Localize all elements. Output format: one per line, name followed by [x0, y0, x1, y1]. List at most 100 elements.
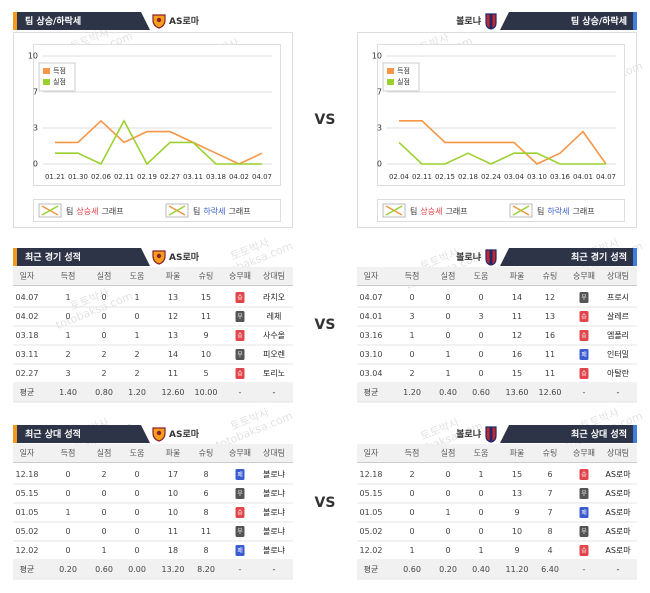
- table-cell: 볼로냐: [263, 545, 286, 555]
- trend-word: 상승세: [76, 206, 98, 216]
- header-band: [500, 12, 637, 30]
- table-cell: 0: [65, 312, 70, 321]
- trend-icon-line: [385, 205, 403, 216]
- table-head-bg: [13, 267, 293, 285]
- table-cell: 05.15: [16, 489, 39, 498]
- table-cell: 03.18: [16, 331, 39, 340]
- table-cell: 1: [65, 331, 70, 340]
- table-cell: AS로마: [605, 470, 631, 479]
- series-line: [399, 120, 607, 165]
- header-band: [13, 425, 150, 443]
- result-text: 승: [237, 371, 243, 378]
- table-cell: 16: [545, 331, 555, 340]
- header-band: [13, 248, 150, 266]
- result-text: 패: [237, 547, 243, 555]
- average-row-bg: [357, 383, 637, 402]
- result-text: 무: [237, 491, 243, 498]
- header-title: 최근 경기 성적: [25, 251, 81, 263]
- legend-label: 실점: [53, 77, 66, 86]
- table-cell: 인터밀: [607, 349, 629, 359]
- y-tick-label: 0: [33, 160, 38, 169]
- table-cell: 0: [101, 508, 106, 517]
- x-tick-label: 02.18: [458, 173, 478, 181]
- x-tick-label: 04.07: [596, 173, 616, 181]
- table-cell: 16: [512, 350, 522, 359]
- table-cell: 1: [101, 546, 106, 555]
- table-cell: 15: [201, 293, 211, 302]
- x-tick-label: 03.16: [550, 173, 571, 181]
- table-cell: 평균: [20, 387, 35, 397]
- legend-swatch: [43, 68, 50, 74]
- table-cell: 9: [203, 331, 208, 340]
- table-cell: 03.11: [16, 350, 39, 359]
- x-tick-label: 02.27: [160, 173, 180, 181]
- legend-box: [38, 62, 76, 92]
- result-text: 무: [237, 529, 243, 536]
- result-text: 패: [237, 471, 243, 479]
- x-tick-label: 04.07: [252, 173, 272, 181]
- result-badge: [579, 292, 589, 303]
- table-cell: 0: [478, 369, 483, 378]
- trend-legend-label: 팀 상승세 그래프: [410, 206, 468, 216]
- trend-prefix: 팀: [410, 206, 417, 216]
- table-cell: 0: [445, 546, 450, 555]
- table-cell: 6: [547, 470, 552, 479]
- header-accent: [633, 425, 637, 443]
- x-tick-label: 02.15: [435, 173, 455, 181]
- table-cell: 11: [201, 527, 211, 536]
- header-accent: [13, 425, 17, 443]
- table-cell: 01.05: [16, 508, 39, 517]
- header-accent: [13, 248, 17, 266]
- table-cell: 0: [65, 489, 70, 498]
- table-cell: 볼로냐: [263, 469, 286, 479]
- table-cell: -: [583, 565, 586, 574]
- legend-swatch: [387, 79, 394, 85]
- table-cell: 1: [134, 293, 139, 302]
- y-tick-label: 3: [377, 124, 382, 133]
- table-cell: 13.20: [162, 565, 185, 574]
- table-cell: 0: [65, 527, 70, 536]
- column-header: 실점: [97, 448, 112, 458]
- table-cell: 1.20: [403, 388, 421, 397]
- table-cell: 0: [134, 508, 139, 517]
- column-header: 일자: [20, 449, 35, 458]
- series-line: [55, 119, 262, 166]
- table-cell: 0.60: [95, 565, 113, 574]
- table-cell: 03.10: [360, 350, 383, 359]
- trend-suffix: 그래프: [228, 207, 250, 216]
- trend-icon-line: [168, 205, 186, 216]
- column-header: 슈팅: [543, 271, 558, 281]
- table-cell: 8: [203, 546, 208, 555]
- column-header: 실점: [97, 271, 112, 281]
- table-cell: 0: [134, 489, 139, 498]
- table-cell: 11: [201, 312, 211, 321]
- table-cell: 11: [545, 369, 555, 378]
- table-cell: 1: [478, 546, 483, 555]
- table-cell: 1: [409, 546, 414, 555]
- x-tick-label: 02.06: [91, 173, 112, 181]
- trend-suffix: 그래프: [445, 207, 467, 216]
- table-cell: 0: [478, 350, 483, 359]
- result-badge: [579, 349, 589, 360]
- team-logo-mark: [489, 427, 493, 441]
- result-badge: [235, 330, 245, 341]
- table-cell: 0: [478, 331, 483, 340]
- table-cell: 0: [445, 312, 450, 321]
- trend-prefix: 팀: [537, 206, 544, 216]
- result-text: 무: [581, 529, 587, 536]
- legend-label: 실점: [397, 77, 410, 86]
- table-cell: 0.20: [59, 565, 77, 574]
- table-cell: 1: [445, 350, 450, 359]
- table-cell: -: [617, 565, 620, 574]
- column-header: 파울: [166, 449, 181, 458]
- table-cell: 12.02: [16, 546, 39, 555]
- table-cell: 0: [65, 546, 70, 555]
- table-cell: 2: [134, 350, 139, 359]
- table-cell: 레체: [267, 311, 282, 321]
- x-tick-label: 02.04: [389, 173, 410, 181]
- vs-label: VS: [315, 112, 336, 128]
- table-cell: 1.40: [59, 388, 77, 397]
- trend-prefix: 팀: [193, 206, 200, 216]
